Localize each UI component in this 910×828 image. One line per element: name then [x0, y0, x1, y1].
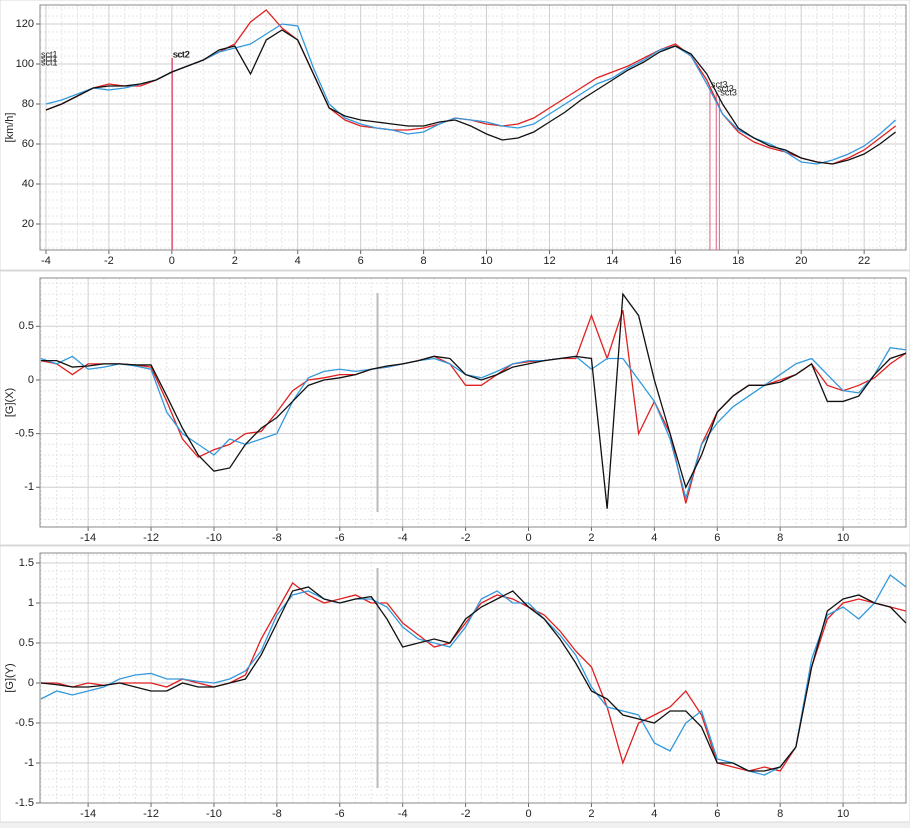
series-line — [45, 29, 897, 165]
y-axis-label: [km/h] — [4, 113, 16, 143]
y-tick-label: -0.5 — [15, 717, 34, 729]
x-tick-label: 12 — [543, 255, 555, 267]
x-tick-label: 0 — [169, 255, 175, 267]
panel-background — [0, 545, 910, 823]
x-tick-label: 0 — [525, 532, 531, 544]
series-line — [40, 586, 906, 772]
x-tick-label: 6 — [714, 808, 720, 820]
y-tick-label: 0 — [28, 677, 34, 689]
x-tick-label: 4 — [295, 255, 301, 267]
marker-label: sct1 — [41, 57, 58, 67]
y-tick-label: -1 — [24, 757, 34, 769]
x-tick-label: 2 — [588, 808, 594, 820]
x-tick-label: 20 — [795, 255, 807, 267]
marker-label: sct2 — [173, 49, 190, 59]
x-tick-label: -4 — [41, 255, 51, 267]
plot-frame — [39, 552, 907, 804]
x-tick-label: 2 — [232, 255, 238, 267]
x-tick-label: 18 — [732, 255, 744, 267]
plot-frame — [39, 4, 907, 251]
marker-label: sct1 — [41, 53, 58, 63]
x-tick-label: -12 — [143, 532, 159, 544]
x-tick-label: 2 — [588, 532, 594, 544]
y-tick-label: 120 — [16, 18, 34, 30]
x-tick-label: 22 — [858, 255, 870, 267]
x-tick-label: 6 — [358, 255, 364, 267]
y-tick-label: 0.5 — [19, 320, 34, 332]
x-tick-label: 14 — [606, 255, 618, 267]
x-tick-label: -4 — [398, 532, 408, 544]
y-tick-label: 0.5 — [19, 637, 34, 649]
y-tick-label: 60 — [22, 138, 34, 150]
x-tick-label: -8 — [272, 532, 282, 544]
x-tick-label: -10 — [206, 532, 222, 544]
x-tick-label: 8 — [421, 255, 427, 267]
y-tick-label: -1.5 — [15, 797, 34, 809]
x-tick-label: -2 — [461, 532, 471, 544]
series-line — [40, 292, 906, 509]
x-tick-label: -2 — [104, 255, 114, 267]
y-tick-label: 1 — [28, 597, 34, 609]
marker-label: sct2 — [173, 49, 190, 59]
plot-frame — [39, 277, 907, 528]
x-tick-label: 0 — [525, 808, 531, 820]
panel-background — [0, 270, 910, 546]
y-tick-label: -0.5 — [15, 428, 34, 440]
chart-panel: -14 -12 -10 -8 -6 -4 -2 0 2 4 6 8 10 -1.5 -1 -0.5 0 0.5 1 1… — [0, 545, 910, 823]
x-tick-label: -2 — [461, 808, 471, 820]
y-tick-label: 100 — [16, 58, 34, 70]
y-tick-label: 40 — [22, 178, 34, 190]
x-tick-label: -10 — [206, 808, 222, 820]
marker-label: sct1 — [41, 49, 58, 59]
series-line — [40, 347, 906, 501]
x-tick-label: 8 — [777, 532, 783, 544]
x-tick-label: 10 — [837, 808, 849, 820]
chart-panel: -4 -2 0 2 4 6 8 10 12 14 16 18 20 22 20 40 60 80 100 120 [km… — [0, 0, 910, 271]
marker-label: sct3 — [711, 79, 728, 89]
x-tick-label: -12 — [143, 808, 159, 820]
x-tick-label: -14 — [80, 808, 96, 820]
y-tick-label: -1 — [24, 481, 34, 493]
x-tick-label: 16 — [669, 255, 681, 267]
x-tick-label: -8 — [272, 808, 282, 820]
y-axis-label: [G](X) — [4, 388, 16, 417]
chart-panel: -14 -12 -10 -8 -6 -4 -2 0 2 4 6 8 10 -1 -0.5 0 0.5 [G](X) — [0, 270, 910, 546]
x-tick-label: 4 — [651, 808, 657, 820]
y-axis-label: [G](Y) — [4, 663, 16, 692]
marker-label: sct3 — [720, 87, 737, 97]
x-tick-label: -4 — [398, 808, 408, 820]
x-tick-label: 10 — [837, 532, 849, 544]
y-tick-label: 80 — [22, 98, 34, 110]
x-tick-label: 6 — [714, 532, 720, 544]
x-tick-label: -6 — [335, 532, 345, 544]
x-tick-label: 4 — [651, 532, 657, 544]
x-tick-label: -6 — [335, 808, 345, 820]
y-tick-label: 1.5 — [19, 557, 34, 569]
y-tick-label: 20 — [22, 218, 34, 230]
marker-label: sct3 — [717, 83, 734, 93]
x-tick-label: -14 — [80, 532, 96, 544]
y-tick-label: 0 — [28, 374, 34, 386]
x-tick-label: 10 — [480, 255, 492, 267]
x-tick-label: 8 — [777, 808, 783, 820]
